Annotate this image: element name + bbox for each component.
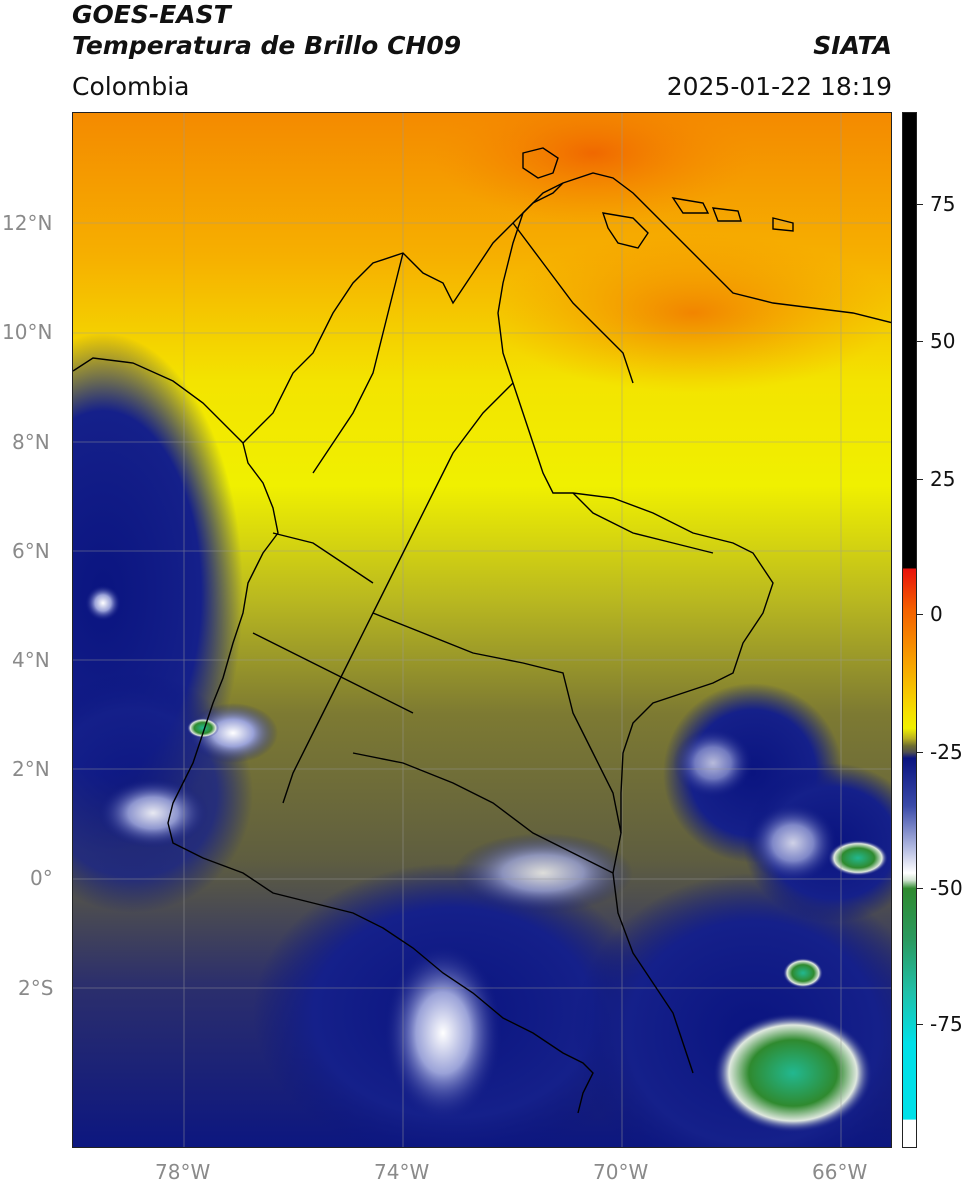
satellite-map [72,112,892,1148]
colorbar-tick [917,1024,923,1025]
lon-label: 74°W [374,1160,430,1184]
region-label: Colombia [72,72,190,101]
lat-label: 0° [30,866,53,890]
title-line1: GOES-EAST [72,0,231,29]
colorbar-label: 50 [930,329,956,353]
lat-label: 8°N [12,430,50,454]
lat-label: 2°N [12,757,50,781]
graticule [73,113,891,1147]
country-borders [73,147,891,1114]
colorbar-label: -50 [930,876,963,900]
colorbar-tick [917,614,923,615]
colorbar-tick [917,888,923,889]
colorbar-label: 75 [930,192,956,216]
timestamp-label: 2025-01-22 18:19 [666,72,892,101]
colorbar-label: 25 [930,467,956,491]
lat-label: 12°N [2,211,53,235]
lon-label: 70°W [593,1160,649,1184]
colorbar-tick [917,204,923,205]
colorbar-tick [917,752,923,753]
lat-label: 10°N [2,320,53,344]
lat-label: 4°N [12,648,50,672]
lon-label: 66°W [812,1160,868,1184]
colorbar [902,112,917,1148]
source-label: SIATA [813,31,892,60]
colorbar-tick [917,479,923,480]
title-line2: Temperatura de Brillo CH09 [72,31,462,60]
lat-label: 6°N [12,539,50,563]
colorbar-label: -75 [930,1012,963,1036]
colorbar-tick [917,341,923,342]
lon-label: 78°W [155,1160,211,1184]
colorbar-label: 0 [930,602,943,626]
brightness-temperature-field [73,113,891,1147]
colorbar-label: -25 [930,740,963,764]
lat-label: 2°S [18,976,54,1000]
